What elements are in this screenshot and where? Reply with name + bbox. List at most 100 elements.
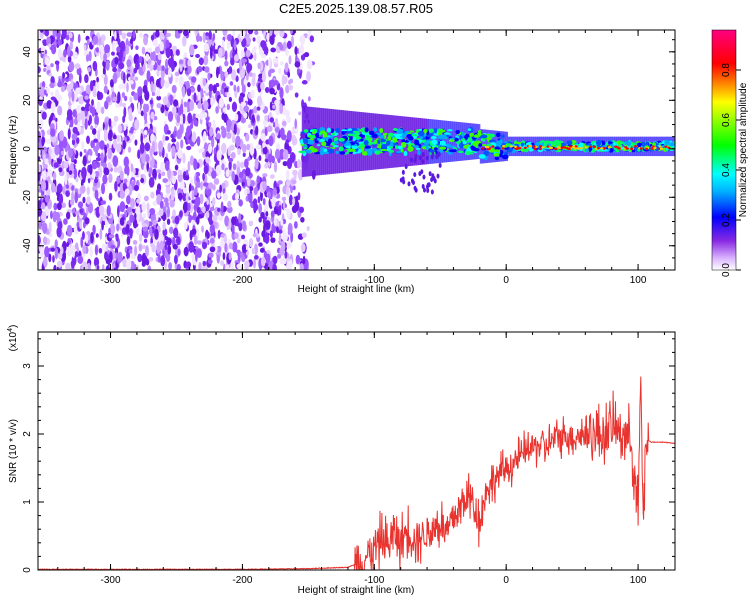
spectrogram-noise-cell bbox=[111, 120, 117, 127]
spectrogram-band-cell bbox=[488, 133, 496, 138]
spectrogram-noise-cell bbox=[232, 30, 236, 37]
spectrogram-noise-cell bbox=[71, 244, 76, 255]
spectrogram-noise-cell bbox=[221, 182, 226, 189]
spectrogram-noise-cell bbox=[92, 224, 96, 235]
snr-axes: -300 -200 -100 0 100 0 1 2 3 bbox=[22, 332, 675, 586]
spectrogram-noise-cell bbox=[285, 139, 290, 144]
spectrogram-noise-cell bbox=[81, 141, 85, 150]
spectrogram-noise-cell bbox=[269, 87, 275, 95]
spectrogram-noise-cell bbox=[203, 42, 210, 52]
spectrogram-band-cell bbox=[316, 128, 320, 135]
spectrogram-noise-cell bbox=[82, 155, 87, 167]
spectrogram-tail-cell bbox=[414, 154, 418, 160]
spectrogram-noise-cell bbox=[116, 143, 122, 153]
spectrogram-noise-cell bbox=[221, 163, 225, 171]
spectrogram-core-cell bbox=[659, 147, 663, 151]
spectrogram-noise-cell bbox=[286, 157, 293, 170]
spectrogram-noise-cell bbox=[141, 155, 145, 161]
spectrogram-noise-cell bbox=[172, 130, 177, 137]
spectrogram-noise-cell bbox=[40, 30, 44, 33]
spectrogram-noise-cell bbox=[244, 186, 247, 196]
spectrogram-noise-cell bbox=[183, 221, 188, 230]
spectrogram-noise-cell bbox=[56, 30, 61, 41]
spectrogram-noise-cell bbox=[150, 191, 155, 199]
spectrogram-tail-cell bbox=[401, 169, 405, 175]
spectrogram-noise-cell bbox=[268, 135, 274, 147]
spectrogram-noise-cell bbox=[172, 105, 177, 116]
spectrogram-noise-cell bbox=[164, 249, 168, 258]
spectrogram-noise-cell bbox=[42, 222, 48, 234]
spectrogram-noise-cell bbox=[274, 99, 280, 106]
spectrogram-noise-cell bbox=[216, 192, 221, 199]
spectrogram-noise-cell bbox=[90, 140, 95, 149]
spectrogram-band-cell bbox=[423, 128, 428, 134]
spectrogram-noise-cell bbox=[71, 138, 76, 146]
spectrogram-noise-cell bbox=[204, 66, 210, 73]
colorbar-tick-label: 0.0 bbox=[721, 263, 732, 277]
spectrogram-noise-cell bbox=[41, 111, 47, 120]
spectrogram-noise-cell bbox=[262, 197, 266, 206]
spectrogram-band-cell bbox=[396, 128, 404, 135]
spectrogram-noise-cell bbox=[78, 96, 84, 105]
spectrogram-band-cell bbox=[433, 147, 438, 151]
spectrogram-noise-cell bbox=[50, 128, 56, 137]
spectrogram-band-cell bbox=[360, 146, 365, 153]
spectrogram-noise-cell bbox=[268, 56, 271, 68]
spectrogram-noise-cell bbox=[202, 31, 206, 43]
spectrogram-noise-cell bbox=[215, 82, 220, 88]
spectrogram-tail-cell bbox=[425, 155, 429, 161]
spectrogram-noise-cell bbox=[54, 247, 59, 260]
spectrogram-noise-cell bbox=[155, 211, 159, 222]
spectrogram-noise-cell bbox=[177, 248, 181, 256]
spectrogram-noise-cell bbox=[38, 66, 41, 74]
spectrogram-noise-cell bbox=[101, 74, 105, 79]
spectrogram-noise-cell bbox=[46, 138, 51, 144]
spectrogram-noise-cell bbox=[298, 43, 305, 56]
spectrogram-band-cell bbox=[374, 150, 381, 155]
spectrogram-noise-cell bbox=[116, 223, 120, 232]
spectrogram-band-cell bbox=[388, 149, 395, 153]
spectrogram-noise-cell bbox=[195, 53, 201, 58]
spectrogram-band-cell bbox=[341, 141, 346, 145]
spectrogram-tail-cell bbox=[421, 184, 425, 190]
spectrogram-band-column bbox=[371, 113, 374, 170]
spectrogram-noise-cell bbox=[81, 91, 87, 96]
spectrogram-noise-cell bbox=[148, 176, 155, 188]
spectrogram-noise-cell bbox=[71, 133, 78, 141]
spectrogram-noise-cell bbox=[148, 256, 154, 262]
spectrogram-band-cell bbox=[494, 156, 500, 161]
spectrogram-noise-cell bbox=[207, 39, 213, 46]
spectrogram-noise-cell bbox=[150, 81, 154, 93]
spectrogram-noise-cell bbox=[258, 216, 262, 223]
spectrogram-noise-cell bbox=[90, 125, 94, 130]
spectrogram-noise-cell bbox=[241, 181, 245, 187]
spectrogram-band-cell bbox=[338, 137, 345, 142]
snr-panel: -300 -200 -100 0 100 0 1 2 3 Height of straight … bbox=[7, 325, 676, 596]
spectrogram-band-cell bbox=[431, 139, 438, 145]
spectrogram-noise-cell bbox=[258, 155, 262, 162]
snr-plot-background bbox=[38, 332, 675, 570]
spectrogram-noise-cell bbox=[170, 189, 175, 201]
colorbar-tick-label: 0.4 bbox=[721, 163, 732, 177]
spectrogram-noise-cell bbox=[119, 52, 123, 63]
spectrogram-noise-cell bbox=[40, 109, 43, 115]
spectrogram-noise-cell bbox=[277, 180, 283, 185]
spectrogram-core-cell bbox=[600, 147, 604, 150]
spectrogram-core-cell bbox=[658, 145, 662, 148]
spectrogram-core-cell bbox=[589, 145, 593, 148]
spectrogram-band-cell bbox=[417, 149, 421, 156]
spectrogram-noise-cell bbox=[265, 220, 271, 231]
spectrogram-band-cell bbox=[401, 141, 407, 148]
spectrogram-noise-cell bbox=[76, 112, 82, 123]
spectrogram-core-cell bbox=[538, 147, 542, 151]
spectrogram-noise-cell bbox=[273, 30, 280, 36]
spectrogram-noise-cell bbox=[228, 66, 233, 74]
spectrogram-noise-cell bbox=[56, 213, 60, 222]
spectrogram-core-cell bbox=[607, 146, 611, 149]
spectrogram-noise-cell bbox=[74, 191, 79, 204]
spectrogram-noise-cell bbox=[66, 84, 72, 93]
spectrogram-noise-cell bbox=[174, 215, 180, 225]
spectrogram-noise-cell bbox=[103, 129, 108, 142]
spectrogram-noise-cell bbox=[204, 83, 210, 94]
spectrogram-noise-cell bbox=[167, 58, 172, 67]
